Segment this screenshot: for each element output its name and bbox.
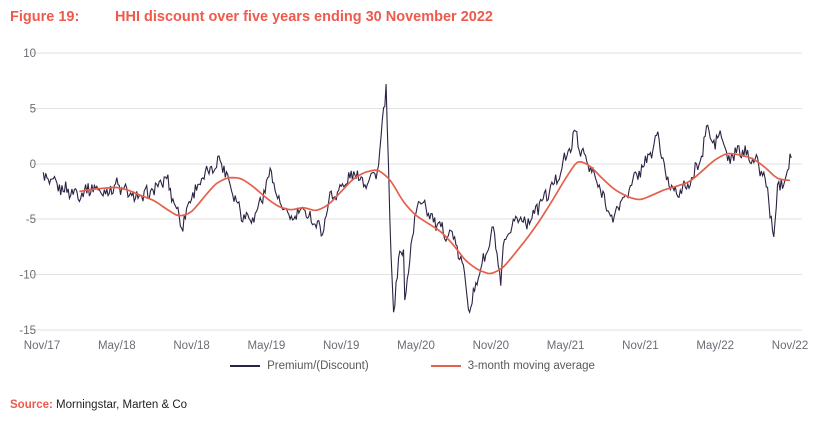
x-axis-tick-label: May/22 [696,340,734,352]
legend-line-swatch-moving-average [430,365,461,367]
x-axis-tick-label: Nov/21 [622,340,658,352]
legend-item-premium-discount: Premium/(Discount) [230,360,369,372]
y-axis-tick-label: -10 [19,270,36,282]
x-axis-tick-label: Nov/18 [173,340,209,352]
x-axis-tick-label: May/19 [248,340,286,352]
x-axis-tick-label: Nov/20 [473,340,509,352]
x-axis-tick-label: May/18 [98,340,136,352]
figure-title-row: Figure 19: HHI discount over five years e… [10,8,815,26]
y-axis-tick-label: 5 [30,103,36,115]
source-note: Source: Morningstar, Marten & Co [10,398,187,412]
x-axis-tick-label: Nov/22 [772,340,808,352]
series-line-moving-average [79,152,791,275]
x-axis-tick-label: Nov/19 [323,340,359,352]
chart-canvas: 10 5 0 -5 -10 -15 Nov/17 May/18 Nov/18 May/19 Nov/… [19,48,808,352]
source-label: Source: [10,399,53,411]
y-axis-tick-label: 0 [30,159,36,171]
y-axis-tick-label: -5 [26,214,36,226]
x-axis-tick-label: Nov/17 [24,340,60,352]
figure-title-text: HHI discount over five years ending 30 N… [115,9,493,25]
legend-item-moving-average: 3-month moving average [430,360,595,372]
legend-line-swatch-premium [230,365,261,367]
chart-legend: Premium/(Discount) 3-month moving averag… [0,360,825,372]
y-axis-tick-label: 10 [23,48,36,60]
series-line-premium-discount [42,83,792,315]
source-text: Morningstar, Marten & Co [52,399,188,411]
legend-label-premium-discount: Premium/(Discount) [267,360,369,372]
x-axis-tick-label: May/20 [397,340,435,352]
y-axis-tick-label: -15 [19,325,36,337]
figure-number-label: Figure 19: [10,9,80,25]
legend-label-moving-average: 3-month moving average [467,360,595,372]
x-axis-tick-label: May/21 [547,340,585,352]
